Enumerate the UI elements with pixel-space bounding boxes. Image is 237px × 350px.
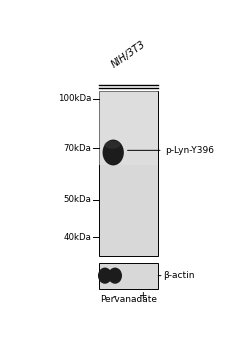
Text: p-Lyn-Y396: p-Lyn-Y396: [165, 146, 214, 155]
Text: β-actin: β-actin: [163, 271, 194, 280]
Ellipse shape: [103, 140, 124, 166]
Text: 70kDa: 70kDa: [63, 144, 91, 153]
Ellipse shape: [108, 267, 122, 284]
Text: NIH/3T3: NIH/3T3: [110, 40, 148, 70]
Text: 50kDa: 50kDa: [63, 195, 91, 204]
Text: -: -: [112, 291, 116, 301]
Text: Pervanadate: Pervanadate: [100, 295, 157, 304]
Text: +: +: [139, 291, 148, 301]
Text: 40kDa: 40kDa: [63, 233, 91, 242]
Ellipse shape: [104, 141, 120, 149]
Ellipse shape: [98, 267, 112, 284]
Text: 100kDa: 100kDa: [58, 94, 91, 103]
FancyBboxPatch shape: [100, 263, 158, 289]
FancyBboxPatch shape: [100, 91, 158, 165]
FancyBboxPatch shape: [100, 91, 158, 256]
